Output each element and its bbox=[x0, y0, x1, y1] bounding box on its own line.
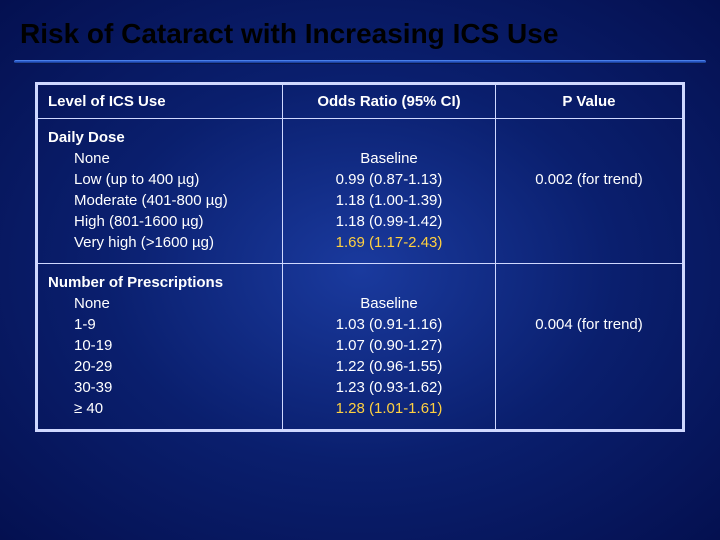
cell-p bbox=[495, 232, 682, 264]
header-p-value: P Value bbox=[495, 85, 682, 119]
table-row: None Baseline bbox=[38, 293, 683, 314]
table-row: ≥ 40 1.28 (1.01-1.61) bbox=[38, 398, 683, 430]
table-row: 20-29 1.22 (0.96-1.55) bbox=[38, 356, 683, 377]
slide-title: Risk of Cataract with Increasing ICS Use bbox=[0, 0, 720, 60]
cell-level: Moderate (401-800 µg) bbox=[38, 190, 283, 211]
table-row: 30-39 1.23 (0.93-1.62) bbox=[38, 377, 683, 398]
cell-or: 0.99 (0.87-1.13) bbox=[283, 169, 496, 190]
cell-level: High (801-1600 µg) bbox=[38, 211, 283, 232]
cell-or: 1.03 (0.91-1.16) bbox=[283, 314, 496, 335]
data-table-container: Level of ICS Use Odds Ratio (95% CI) P V… bbox=[35, 82, 685, 432]
cell-p: 0.004 (for trend) bbox=[495, 314, 682, 335]
cell-p bbox=[495, 190, 682, 211]
table-row: 1-9 1.03 (0.91-1.16) 0.004 (for trend) bbox=[38, 314, 683, 335]
cell-p bbox=[495, 148, 682, 169]
cell-p: 0.002 (for trend) bbox=[495, 169, 682, 190]
table-row: Very high (>1600 µg) 1.69 (1.17-2.43) bbox=[38, 232, 683, 264]
table-row: Low (up to 400 µg) 0.99 (0.87-1.13) 0.00… bbox=[38, 169, 683, 190]
cell-level: None bbox=[38, 148, 283, 169]
cell-or bbox=[283, 119, 496, 149]
cell-level: Very high (>1600 µg) bbox=[38, 232, 283, 264]
table-header-row: Level of ICS Use Odds Ratio (95% CI) P V… bbox=[38, 85, 683, 119]
title-rule bbox=[14, 60, 706, 64]
table-row: Number of Prescriptions bbox=[38, 264, 683, 294]
cell-p bbox=[495, 293, 682, 314]
cell-level: None bbox=[38, 293, 283, 314]
table-row: Moderate (401-800 µg) 1.18 (1.00-1.39) bbox=[38, 190, 683, 211]
cell-p bbox=[495, 356, 682, 377]
table-row: None Baseline bbox=[38, 148, 683, 169]
cell-or: Baseline bbox=[283, 148, 496, 169]
data-table: Level of ICS Use Odds Ratio (95% CI) P V… bbox=[37, 84, 683, 430]
cell-level: ≥ 40 bbox=[38, 398, 283, 430]
cell-p bbox=[495, 119, 682, 149]
cell-p bbox=[495, 335, 682, 356]
header-odds-ratio: Odds Ratio (95% CI) bbox=[283, 85, 496, 119]
cell-or: 1.69 (1.17-2.43) bbox=[283, 232, 496, 264]
cell-p bbox=[495, 398, 682, 430]
cell-level: 20-29 bbox=[38, 356, 283, 377]
cell-or: 1.23 (0.93-1.62) bbox=[283, 377, 496, 398]
cell-or: Baseline bbox=[283, 293, 496, 314]
cell-level: 30-39 bbox=[38, 377, 283, 398]
section-header: Daily Dose bbox=[38, 119, 283, 149]
cell-level: Low (up to 400 µg) bbox=[38, 169, 283, 190]
table-row: 10-19 1.07 (0.90-1.27) bbox=[38, 335, 683, 356]
cell-p bbox=[495, 264, 682, 294]
cell-level: 10-19 bbox=[38, 335, 283, 356]
cell-or: 1.22 (0.96-1.55) bbox=[283, 356, 496, 377]
table-row: High (801-1600 µg) 1.18 (0.99-1.42) bbox=[38, 211, 683, 232]
section-header: Number of Prescriptions bbox=[38, 264, 283, 294]
cell-or: 1.28 (1.01-1.61) bbox=[283, 398, 496, 430]
cell-p bbox=[495, 377, 682, 398]
cell-or: 1.07 (0.90-1.27) bbox=[283, 335, 496, 356]
cell-or: 1.18 (1.00-1.39) bbox=[283, 190, 496, 211]
cell-or: 1.18 (0.99-1.42) bbox=[283, 211, 496, 232]
table-row: Daily Dose bbox=[38, 119, 683, 149]
cell-p bbox=[495, 211, 682, 232]
header-level: Level of ICS Use bbox=[38, 85, 283, 119]
title-rule-container bbox=[0, 60, 720, 64]
cell-or bbox=[283, 264, 496, 294]
cell-level: 1-9 bbox=[38, 314, 283, 335]
